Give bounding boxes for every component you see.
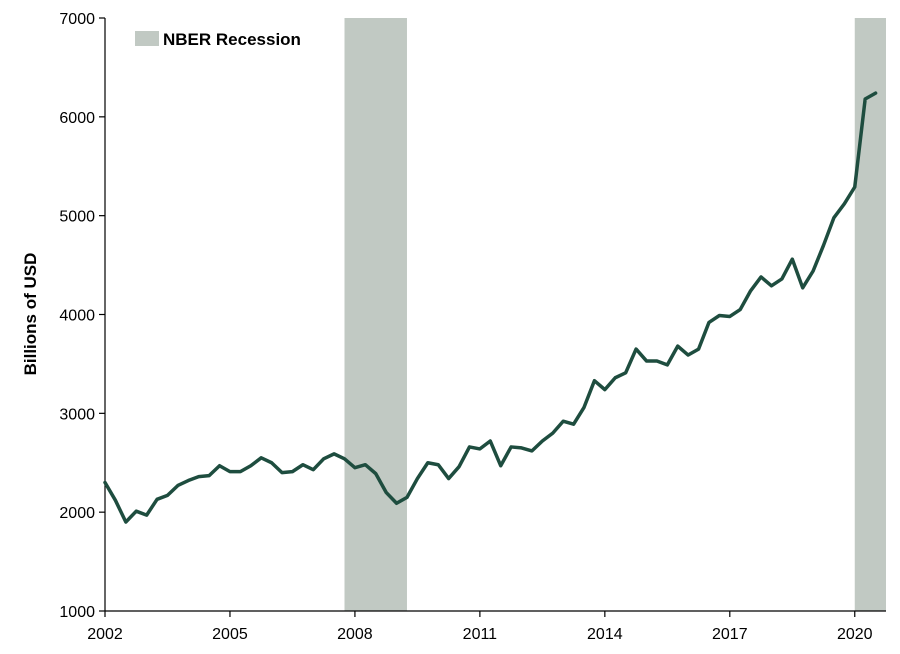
x-tick-label: 2014 [587, 626, 623, 643]
y-tick-label: 1000 [59, 604, 95, 621]
legend: NBER Recession [135, 30, 301, 49]
legend-swatch-recession [135, 31, 159, 46]
y-tick-label: 3000 [59, 406, 95, 423]
y-tick-label: 2000 [59, 505, 95, 522]
y-tick-label: 6000 [59, 110, 95, 127]
recession-bands [344, 18, 886, 611]
y-tick-labels: 1000 2000 3000 4000 5000 6000 7000 [59, 11, 95, 621]
legend-label-recession: NBER Recession [163, 30, 301, 49]
x-tick-label: 2020 [837, 626, 873, 643]
x-tick-label: 2011 [463, 626, 498, 643]
x-tick-label: 2002 [87, 626, 123, 643]
y-tick-label: 7000 [59, 11, 95, 28]
series-layer [103, 91, 878, 524]
y-axis-title: Billions of USD [21, 253, 40, 376]
recession-band [854, 18, 886, 611]
axes [99, 17, 886, 617]
x-tick-label: 2017 [712, 626, 748, 643]
x-tick-label: 2005 [212, 626, 248, 643]
series-line [103, 91, 878, 524]
x-tick-labels: 2002 2005 2008 2011 2014 2017 2020 [87, 626, 872, 643]
y-tick-label: 4000 [59, 308, 95, 325]
y-tick-label: 5000 [59, 209, 95, 226]
x-tick-label: 2008 [337, 626, 373, 643]
recession-band [344, 18, 407, 611]
